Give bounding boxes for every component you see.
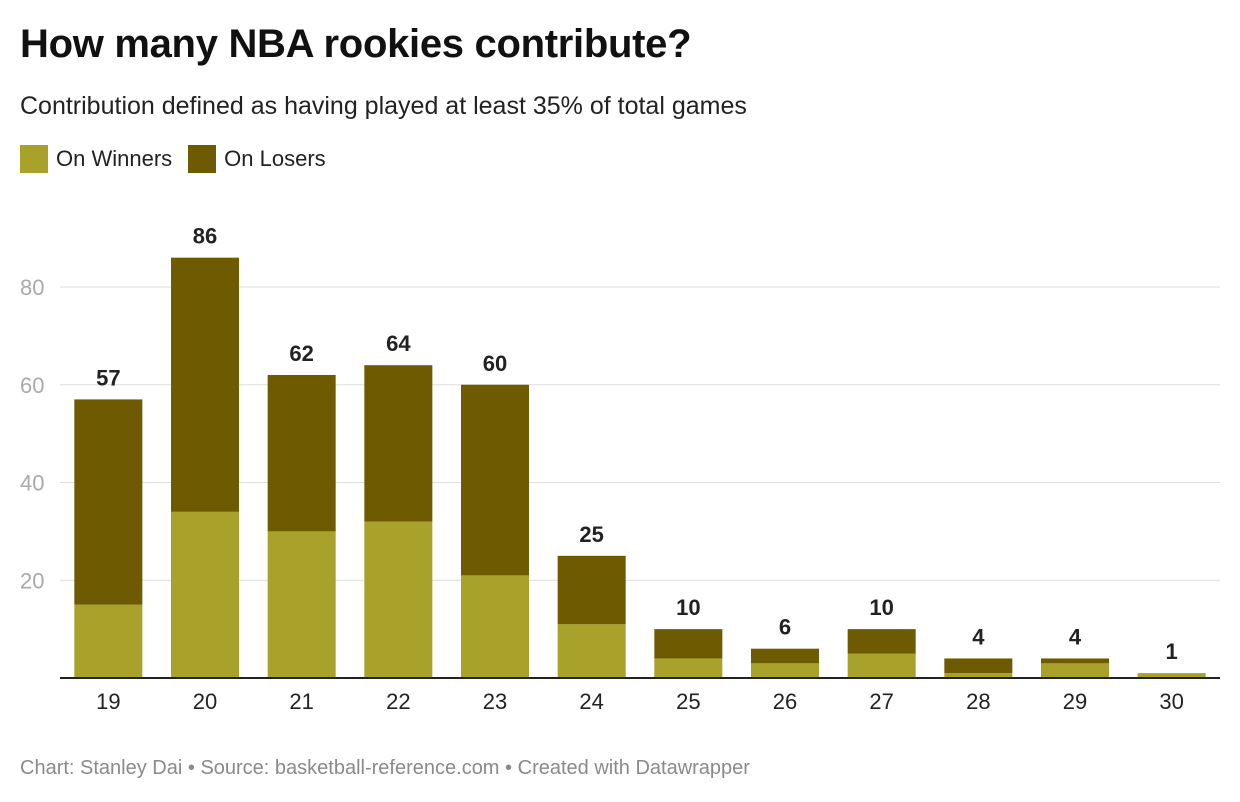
x-tick-label-29: 29 xyxy=(1063,689,1087,714)
bar-losers-24 xyxy=(557,555,626,625)
legend-label-losers: On Losers xyxy=(224,146,326,171)
bar-winners-27 xyxy=(847,653,916,678)
bar-winners-30 xyxy=(1137,673,1206,678)
y-tick-label-60: 60 xyxy=(20,373,44,398)
bar-losers-21 xyxy=(267,374,336,532)
footer-separator-1: • xyxy=(187,757,195,779)
bar-losers-23 xyxy=(461,384,529,576)
legend-swatch-losers xyxy=(188,145,217,173)
footer-separator-2: • xyxy=(505,757,513,779)
footer-tool: Created with Datawrapper xyxy=(517,757,750,779)
bar-total-label-23: 60 xyxy=(483,351,507,376)
footer-source: Source: basketball-reference.com xyxy=(200,757,500,779)
bar-losers-28 xyxy=(944,658,1013,674)
bar-winners-19 xyxy=(74,604,143,678)
bar-losers-20 xyxy=(171,257,239,512)
x-tick-label-24: 24 xyxy=(579,689,603,714)
y-tick-label-20: 20 xyxy=(20,568,44,593)
x-tick-label-20: 20 xyxy=(193,689,217,714)
legend-label-winners: On Winners xyxy=(56,146,173,171)
x-tick-label-27: 27 xyxy=(869,689,893,714)
bar-losers-29 xyxy=(1041,658,1109,664)
bar-winners-20 xyxy=(171,511,239,678)
chart-subtitle: Contribution defined as having played at… xyxy=(20,92,747,120)
chart-title: How many NBA rookies contribute? xyxy=(20,22,692,66)
footer-credit: Chart: Stanley Dai xyxy=(20,757,183,779)
bar-losers-25 xyxy=(654,629,723,659)
bar-losers-19 xyxy=(74,399,143,605)
bar-losers-27 xyxy=(847,629,916,654)
bar-total-label-30: 1 xyxy=(1166,639,1178,664)
bar-losers-22 xyxy=(364,365,433,522)
x-tick-label-28: 28 xyxy=(966,689,990,714)
x-tick-label-23: 23 xyxy=(483,689,507,714)
bar-total-label-22: 64 xyxy=(386,331,411,356)
chart-footer: Chart: Stanley Dai • Source: basketball-… xyxy=(20,757,750,780)
bar-winners-21 xyxy=(267,531,336,678)
bar-winners-25 xyxy=(654,658,723,678)
legend: On Winners On Losers xyxy=(20,145,342,173)
bar-total-label-29: 4 xyxy=(1069,624,1082,649)
x-tick-label-25: 25 xyxy=(676,689,700,714)
y-tick-label-80: 80 xyxy=(20,275,44,300)
bar-total-label-20: 86 xyxy=(193,224,217,249)
x-tick-label-26: 26 xyxy=(773,689,797,714)
bar-winners-22 xyxy=(364,521,433,678)
bar-total-label-25: 10 xyxy=(676,595,700,620)
bar-total-label-21: 62 xyxy=(289,341,313,366)
bar-total-label-26: 6 xyxy=(779,615,791,640)
bar-winners-26 xyxy=(751,663,819,678)
x-tick-label-19: 19 xyxy=(96,689,120,714)
x-tick-label-21: 21 xyxy=(289,689,313,714)
bar-total-label-27: 10 xyxy=(869,595,893,620)
bar-total-label-24: 25 xyxy=(579,522,603,547)
bar-total-label-19: 57 xyxy=(96,365,120,390)
legend-swatch-winners xyxy=(20,145,48,173)
bar-total-label-28: 4 xyxy=(972,624,985,649)
bar-winners-24 xyxy=(557,624,626,678)
x-tick-label-22: 22 xyxy=(386,689,410,714)
bar-winners-29 xyxy=(1041,663,1109,678)
legend-item-losers: On Losers xyxy=(188,145,326,173)
bar-winners-23 xyxy=(461,575,529,678)
bar-losers-26 xyxy=(751,648,819,664)
bar-winners-28 xyxy=(944,673,1013,678)
x-tick-label-30: 30 xyxy=(1159,689,1183,714)
legend-item-winners: On Winners xyxy=(20,145,172,173)
y-tick-label-40: 40 xyxy=(20,471,44,496)
